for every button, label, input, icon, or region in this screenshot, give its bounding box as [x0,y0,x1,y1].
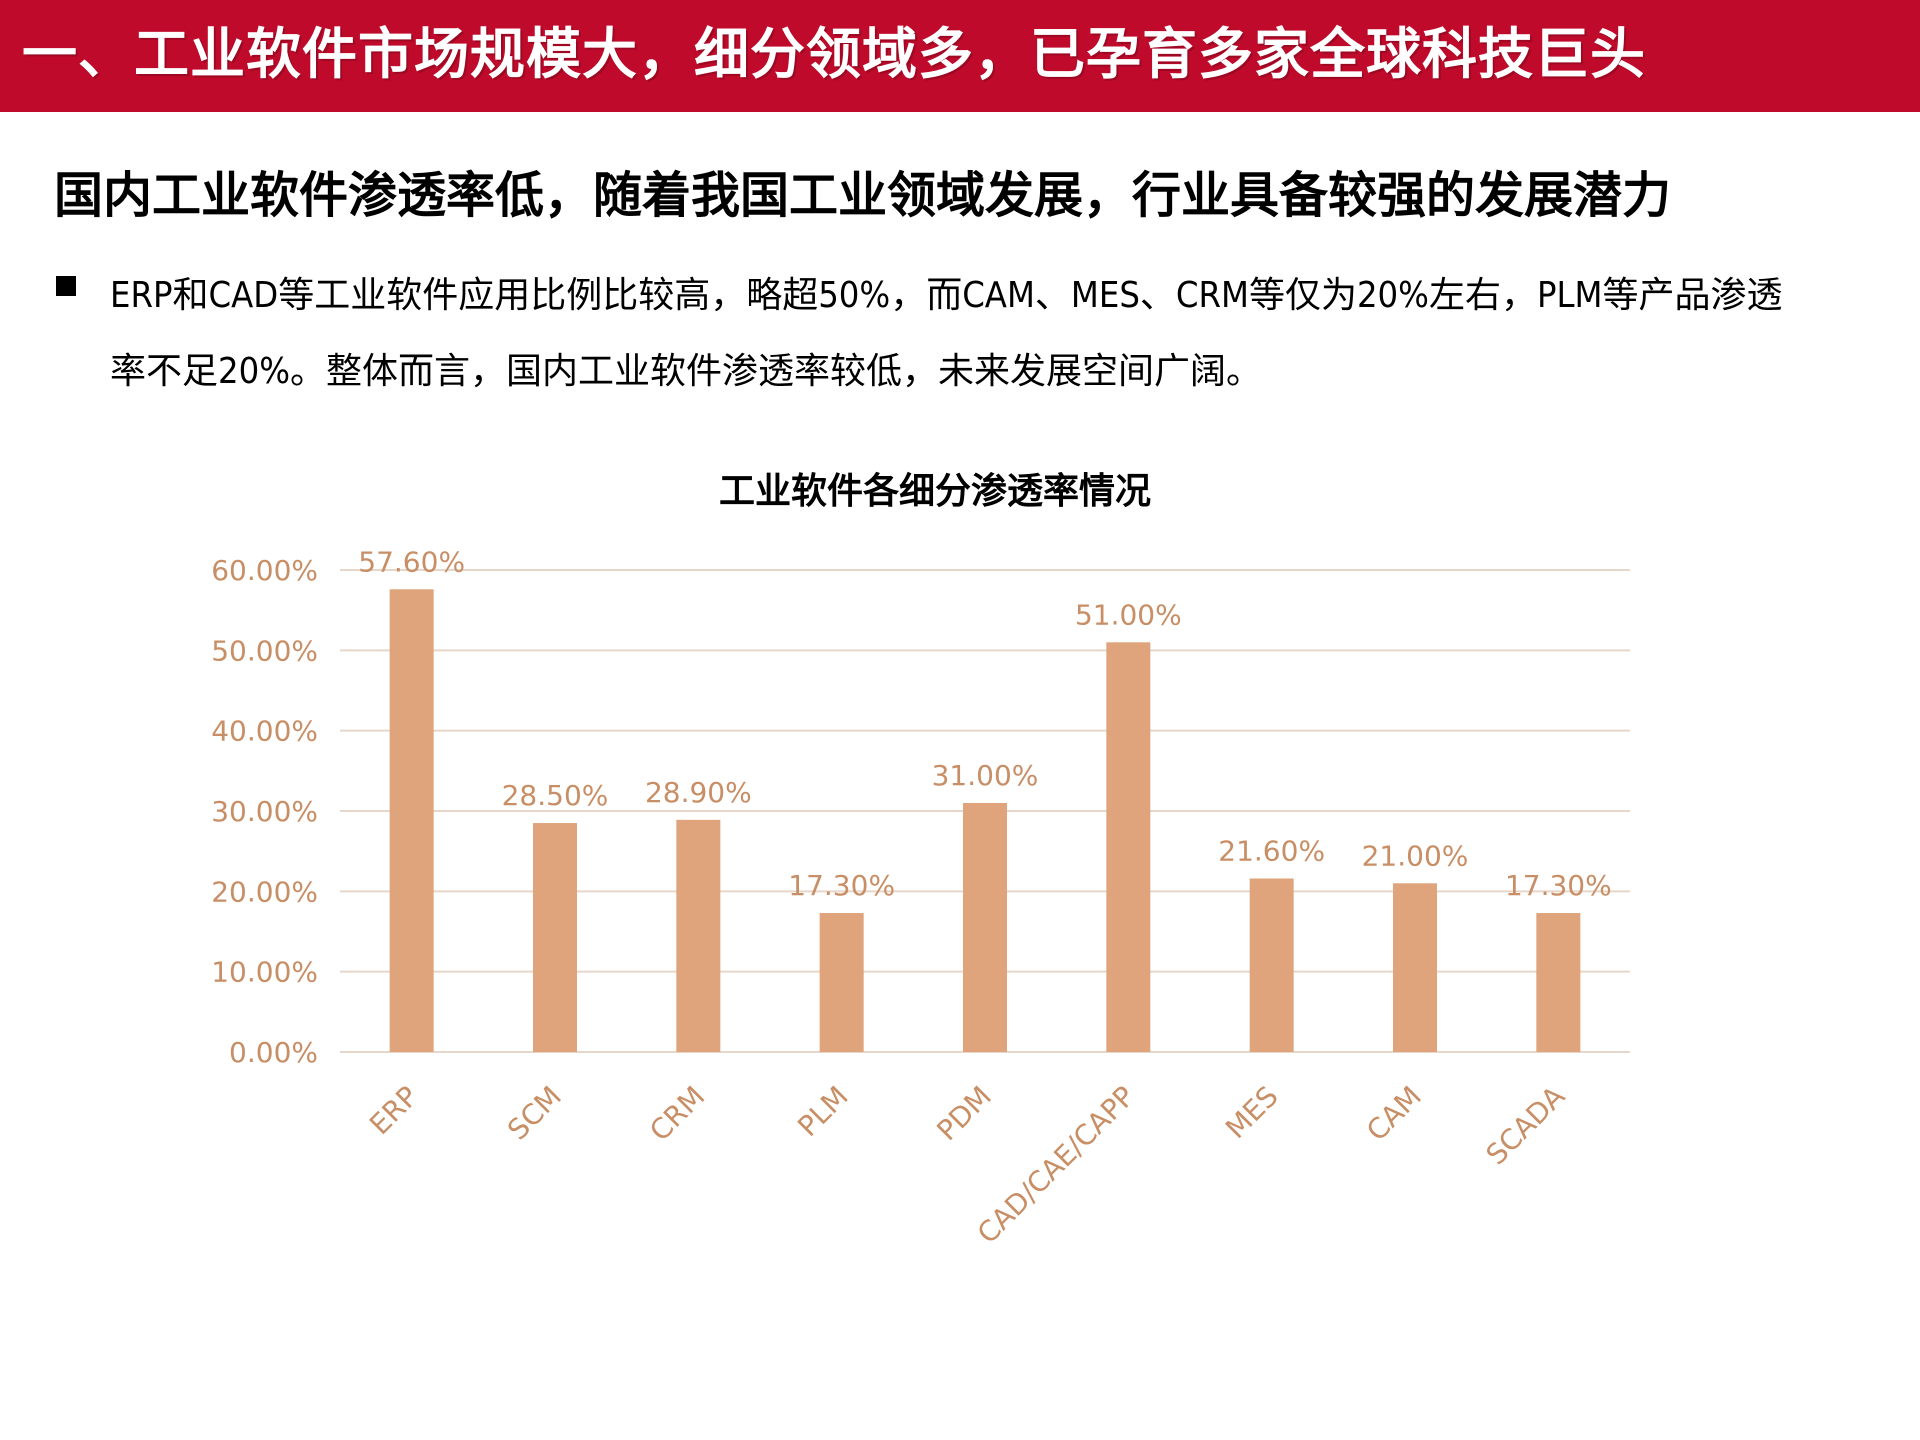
x-tick-label-1: SCM [501,1080,568,1147]
bar-1 [533,823,577,1052]
x-tick-label-2: CRM [643,1080,711,1148]
y-tick-label-2: 20.00% [211,875,318,908]
bar-7 [1393,883,1437,1052]
chart-svg: 工业软件各细分渗透率情况 0.00% 10.00% 20.00% 30.00% 40.00… [211,470,1630,1250]
x-tick-label-7: CAM [1360,1080,1428,1148]
data-label-0: 57.60% [358,545,465,578]
y-tick-label-4: 40.00% [211,715,318,748]
x-tick-label-5: CAD/CAE/CAPP [971,1080,1141,1250]
y-tick-label-0: 0.00% [229,1036,318,1069]
page-title: 一、工业软件市场规模大，细分领域多，已孕育多家全球科技巨头 [22,21,1647,86]
x-tick-label-4: PDM [930,1080,998,1148]
y-tick-label-6: 60.00% [211,554,318,587]
y-tick-label-5: 50.00% [211,634,318,667]
data-label-1: 28.50% [502,779,609,812]
bullet-square-icon [56,276,76,296]
data-label-5: 51.00% [1075,598,1182,631]
data-label-6: 21.60% [1218,834,1325,867]
bar-8 [1536,913,1581,1052]
y-tick-label-3: 30.00% [211,795,318,828]
bullet-text: ERP和CAD等工业软件应用比例比较高，略超50%，而CAM、MES、CRM等仅… [110,275,1783,392]
data-label-8: 17.30% [1505,869,1612,902]
bar-3 [819,913,864,1052]
bar-4 [963,802,1007,1052]
y-tick-label-1: 10.00% [211,956,318,989]
bar-2 [676,819,721,1052]
data-label-2: 28.90% [645,776,752,809]
bar-6 [1249,878,1294,1052]
x-tick-label-3: PLM [791,1080,854,1143]
chart-title: 工业软件各细分渗透率情况 [719,470,1151,512]
bar-5 [1106,642,1151,1052]
data-label-7: 21.00% [1362,839,1469,872]
section-subheading: 国内工业软件渗透率低，随着我国工业领域发展，行业具备较强的发展潜力 [54,166,1672,224]
penetration-bar-chart: 工业软件各细分渗透率情况 0.00% 10.00% 20.00% 30.00% 40.00… [190,448,1670,1298]
header-banner: 一、工业软件市场规模大，细分领域多，已孕育多家全球科技巨头 [0,0,1920,112]
data-label-4: 31.00% [932,759,1039,792]
x-tick-label-6: MES [1219,1080,1284,1145]
x-tick-label-8: SCADA [1480,1080,1572,1172]
x-tick-label-0: ERP [363,1080,425,1142]
data-label-3: 17.30% [788,869,895,902]
bar-0 [389,589,434,1052]
